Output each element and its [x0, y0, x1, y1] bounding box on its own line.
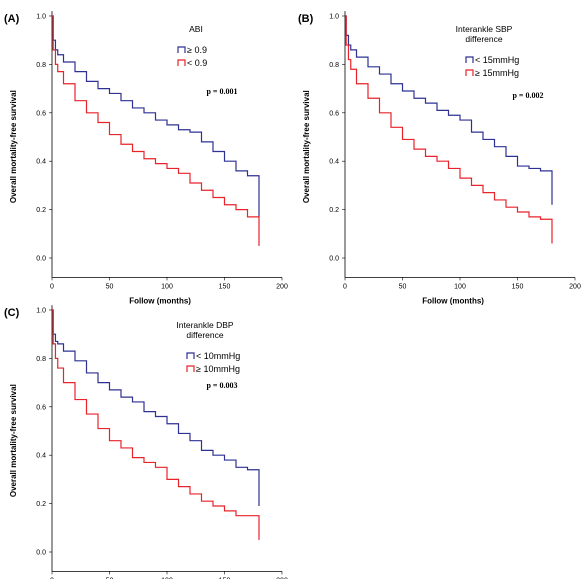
x-tick-label: 200 — [569, 283, 581, 290]
x-tick-label: 0 — [343, 283, 347, 290]
legend-symbol-1 — [177, 46, 186, 53]
y-axis-label: Overall mortality-free survival — [302, 90, 311, 203]
y-axis-label: Overall mortality-free survival — [9, 384, 18, 497]
legend-title: ABI — [189, 24, 203, 34]
y-tick-label: 0.2 — [36, 207, 46, 214]
legend-symbol-1 — [186, 352, 195, 359]
series-line-2 — [345, 15, 553, 244]
y-tick-label: 0.6 — [36, 404, 46, 411]
y-tick-label: 0.4 — [329, 159, 339, 166]
legend-title: difference — [465, 34, 502, 44]
chart-panel-3: (C)0.00.20.40.60.81.0050100150200Follow … — [4, 305, 288, 579]
x-tick-label: 100 — [161, 577, 173, 579]
legend-label-2: ≥ 15mmHg — [475, 68, 519, 78]
y-tick-label: 0.0 — [329, 256, 339, 263]
legend-title: Interankle DBP — [176, 320, 233, 330]
legend-title: difference — [186, 330, 223, 340]
x-tick-label: 150 — [512, 283, 524, 290]
legend-label-1: < 10mmHg — [196, 351, 240, 361]
legend-symbol-2 — [177, 59, 186, 66]
x-axis-label: Follow (months) — [422, 296, 484, 305]
chart-panel-1: (A) 0.0 0.2 0.4 0.6 0.8 1.0 0 50 100 150 200 Follow … — [4, 11, 288, 305]
series-line-2 — [52, 15, 260, 246]
y-tick-label: 0.0 — [36, 256, 46, 263]
x-tick-label: 50 — [106, 577, 114, 579]
legend-label-2: ≥ 10mmHg — [196, 364, 240, 374]
y-tick-label: 1.0 — [36, 14, 46, 21]
x-tick-label: 100 — [454, 283, 466, 290]
x-tick-label: 50 — [399, 283, 407, 290]
x-tick-label: 0 — [50, 283, 54, 290]
chart-panel-2: (B) 0.0 0.2 0.4 0.6 0.8 1.0 0 50 100 150 200 Follow … — [298, 11, 581, 305]
y-tick-label: 0.8 — [329, 62, 339, 69]
x-tick-label: 150 — [219, 283, 231, 290]
y-tick-label: 0.2 — [36, 501, 46, 508]
panel-label: (A) — [4, 13, 20, 25]
y-tick-label: 0.8 — [36, 62, 46, 69]
x-tick-label: 50 — [106, 283, 114, 290]
y-axis-label: Overall mortality-free survival — [9, 90, 18, 203]
y-tick-label: 0.4 — [36, 159, 46, 166]
y-tick-label: 0.4 — [36, 453, 46, 460]
x-tick-label: 0 — [50, 577, 54, 579]
panel-label: (C) — [4, 307, 20, 319]
series-line-1 — [52, 15, 260, 217]
x-tick-label: 150 — [219, 577, 231, 579]
y-tick-label: 0.8 — [36, 356, 46, 363]
x-tick-label: 100 — [161, 283, 173, 290]
legend-label-2: < 0.9 — [187, 58, 207, 68]
legend-title: Interankle SBP — [456, 24, 513, 34]
legend-symbol-1 — [465, 56, 474, 63]
legend-label-1: < 15mmHg — [475, 55, 519, 65]
legend-label-1: ≥ 0.9 — [187, 45, 207, 55]
series-line-1 — [345, 15, 553, 205]
series-line-1 — [52, 309, 260, 507]
panel-label: (B) — [298, 13, 314, 25]
y-tick-label: 0.0 — [36, 550, 46, 557]
y-tick-label: 0.2 — [329, 207, 339, 214]
x-tick-label: 200 — [276, 283, 288, 290]
y-tick-label: 0.6 — [329, 110, 339, 117]
legend: ABI ≥ 0.9 < 0.9 — [177, 24, 207, 68]
y-tick-label: 0.6 — [36, 110, 46, 117]
legend-symbol-2 — [186, 365, 195, 372]
x-tick-label: 200 — [276, 577, 288, 579]
y-tick-label: 1.0 — [329, 14, 339, 21]
p-value-annotation: p = 0.001 — [206, 87, 237, 96]
series-line-2 — [52, 309, 260, 540]
y-tick-label: 1.0 — [36, 308, 46, 315]
legend-symbol-2 — [465, 69, 474, 76]
p-value-annotation: p = 0.003 — [206, 381, 237, 390]
p-value-annotation: p = 0.002 — [512, 91, 543, 100]
x-axis-label: Follow (months) — [129, 296, 191, 305]
